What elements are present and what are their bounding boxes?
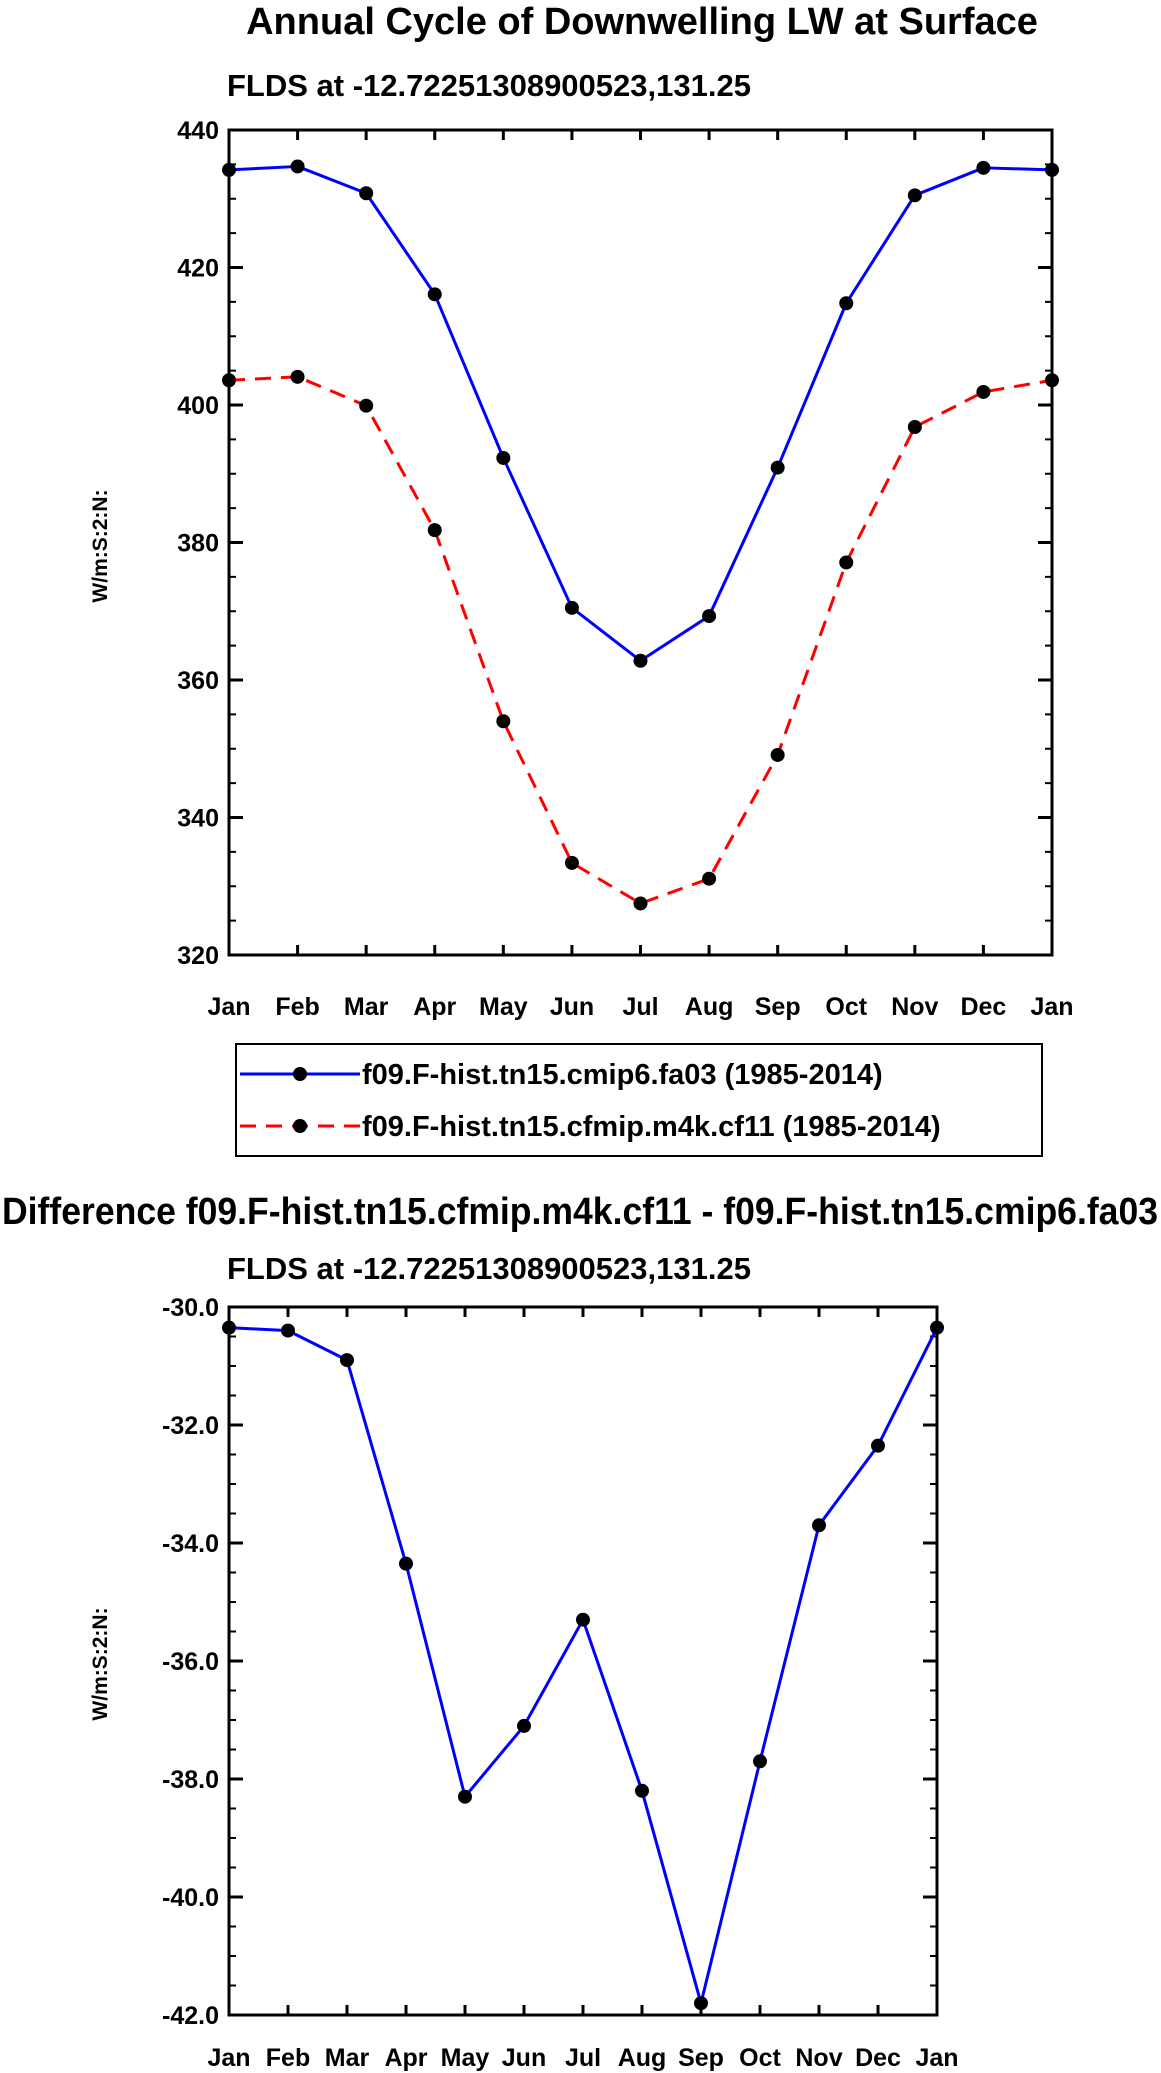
chart1-series-2-point	[976, 384, 991, 399]
chart2-subtitle: FLDS at -12.72251308900523,131.25	[227, 1251, 751, 1286]
chart2-series-1-point	[694, 1996, 708, 2011]
chart1-series-2-point	[907, 420, 922, 434]
chart2-xtick-label: May	[441, 2044, 490, 2072]
chart1-ylabel: W/m:S:2:N:	[89, 489, 112, 602]
chart2-xtick-label: Aug	[618, 2044, 667, 2072]
chart1-series-2-point	[1045, 373, 1059, 388]
chart1-series-1-point	[770, 460, 785, 475]
chart1-series-2-point	[564, 855, 579, 870]
chart1-series-2-point	[359, 398, 374, 413]
chart2-series-1-point	[576, 1612, 590, 1627]
chart1-series-1-point	[633, 653, 648, 668]
chart1-xtick-label: Apr	[413, 993, 456, 1021]
chart2-frame	[227, 1305, 939, 2017]
chart1-xtick-label: Jul	[622, 993, 658, 1021]
chart1-series-1-point	[496, 450, 511, 465]
chart2-series-1-point	[812, 1518, 826, 1533]
chart1-series-2-point	[770, 747, 785, 762]
chart1-series-2-line	[228, 375, 1053, 905]
chart1-plot: Jan Feb Mar Apr May Jun Jul Aug Sep Oct Nov Dec Jan 3…	[177, 117, 1073, 1021]
chart1-series-1-point	[359, 186, 374, 201]
chart2-series-1-line	[228, 1326, 939, 2005]
legend-label-series-1: f09.F-hist.tn15.cmip6.fa03 (1985-2014)	[362, 1059, 883, 1091]
chart2-xtick-label: Jul	[565, 2044, 601, 2072]
chart1-series-1-point	[907, 188, 922, 203]
chart1-series-1-point	[222, 162, 236, 177]
chart2-xtick-label: Sep	[678, 2044, 724, 2072]
legend-marker-series-1	[293, 1067, 307, 1081]
chart2-xtick-label: Nov	[795, 2044, 842, 2072]
chart1-series-1-point	[290, 159, 305, 174]
chart1-series-2-point	[222, 373, 236, 388]
chart1-series-2-point	[839, 555, 854, 570]
chart1-series-1-point	[427, 287, 442, 302]
chart1-xtick-label: Feb	[275, 993, 319, 1021]
chart1-series-2-point	[290, 369, 305, 384]
chart1-xtick-label: Oct	[825, 993, 867, 1021]
chart2-ytick-label: -32.0	[162, 1412, 219, 1440]
legend: f09.F-hist.tn15.cmip6.fa03 (1985-2014) f…	[235, 1043, 1043, 1157]
chart2-xtick-label: Oct	[739, 2044, 781, 2072]
chart2-series-1-point	[340, 1353, 354, 1368]
chart1-xtick-label: Jan	[1030, 993, 1073, 1021]
chart1-xtick-label: Mar	[344, 993, 389, 1021]
chart1-xtick-label: Jan	[207, 993, 250, 1021]
chart2-xtick-label: Dec	[855, 2044, 901, 2072]
chart1-subtitle: FLDS at -12.72251308900523,131.25	[227, 68, 751, 103]
chart1-series-2-point	[427, 523, 442, 538]
chart1-series-1-point	[976, 160, 991, 175]
chart1-ytick-label: 440	[177, 117, 219, 145]
chart1-xtick-label: Dec	[960, 993, 1006, 1021]
chart1-ytick-label: 340	[177, 805, 219, 833]
chart1-series-2-point	[702, 871, 717, 886]
chart1-series-2-point	[633, 896, 648, 911]
chart2-ytick-label: -40.0	[162, 1884, 219, 1912]
chart1-ytick-label: 320	[177, 942, 219, 970]
legend-marker-series-2	[293, 1119, 307, 1133]
chart2-series-1-point	[222, 1320, 236, 1335]
chart2-series-1-point	[635, 1783, 649, 1798]
chart2-ytick-label: -38.0	[162, 1766, 219, 1794]
chart1-series-2-point	[496, 714, 511, 729]
chart1-ytick-label: 400	[177, 392, 219, 420]
chart1-xtick-label: Nov	[891, 993, 938, 1021]
chart1-series-1-point	[839, 296, 854, 311]
chart1-xtick-label: Aug	[685, 993, 734, 1021]
chart2-xtick-label: Apr	[384, 2044, 427, 2072]
chart2-ytick-label: -42.0	[162, 2002, 219, 2030]
chart2-ytick-label: -34.0	[162, 1530, 219, 1558]
chart2-xtick-label: Jan	[207, 2044, 250, 2072]
chart1-ytick-label: 380	[177, 530, 219, 558]
chart1-frame	[227, 128, 1054, 957]
chart2-series-1-point	[458, 1789, 472, 1804]
chart2-series-1-point	[399, 1556, 413, 1571]
chart2-xtick-label: Jun	[502, 2044, 546, 2072]
chart2-ytick-label: -36.0	[162, 1648, 219, 1676]
chart2-series-1-point	[871, 1438, 885, 1453]
chart1-series-1-point	[1045, 162, 1059, 177]
chart1-xtick-label: Jun	[550, 993, 594, 1021]
chart2-title: Difference f09.F-hist.tn15.cfmip.m4k.cf1…	[2, 1191, 1158, 1233]
chart2-ytick-label: -30.0	[162, 1294, 219, 1322]
chart1-ytick-label: 360	[177, 667, 219, 695]
chart2-xtick-label: Feb	[266, 2044, 310, 2072]
chart1-title: Annual Cycle of Downwelling LW at Surfac…	[246, 1, 1038, 43]
chart2-xtick-label: Mar	[325, 2044, 370, 2072]
chart1-ytick-label: 420	[177, 255, 219, 283]
chart1-series-1-point	[702, 609, 717, 624]
chart1-xtick-label: Sep	[755, 993, 801, 1021]
chart2-plot: Jan Feb Mar Apr May Jun Jul Aug Sep Oct Nov Dec Jan -…	[162, 1294, 959, 2072]
legend-label-series-2: f09.F-hist.tn15.cfmip.m4k.cf11 (1985-201…	[362, 1111, 941, 1143]
chart2-xtick-label: Jan	[915, 2044, 958, 2072]
chart2-series-1-point	[281, 1323, 295, 1338]
chart2-series-1-point	[753, 1754, 767, 1769]
chart2-ylabel: W/m:S:2:N:	[89, 1607, 112, 1720]
chart2-series-1-point	[930, 1320, 944, 1335]
legend-box	[235, 1043, 1043, 1157]
chart1-series-1-point	[564, 600, 579, 615]
chart1-xtick-label: May	[479, 993, 528, 1021]
chart2-series-1-point	[517, 1718, 531, 1733]
chart1-series-1-line	[228, 164, 1053, 663]
